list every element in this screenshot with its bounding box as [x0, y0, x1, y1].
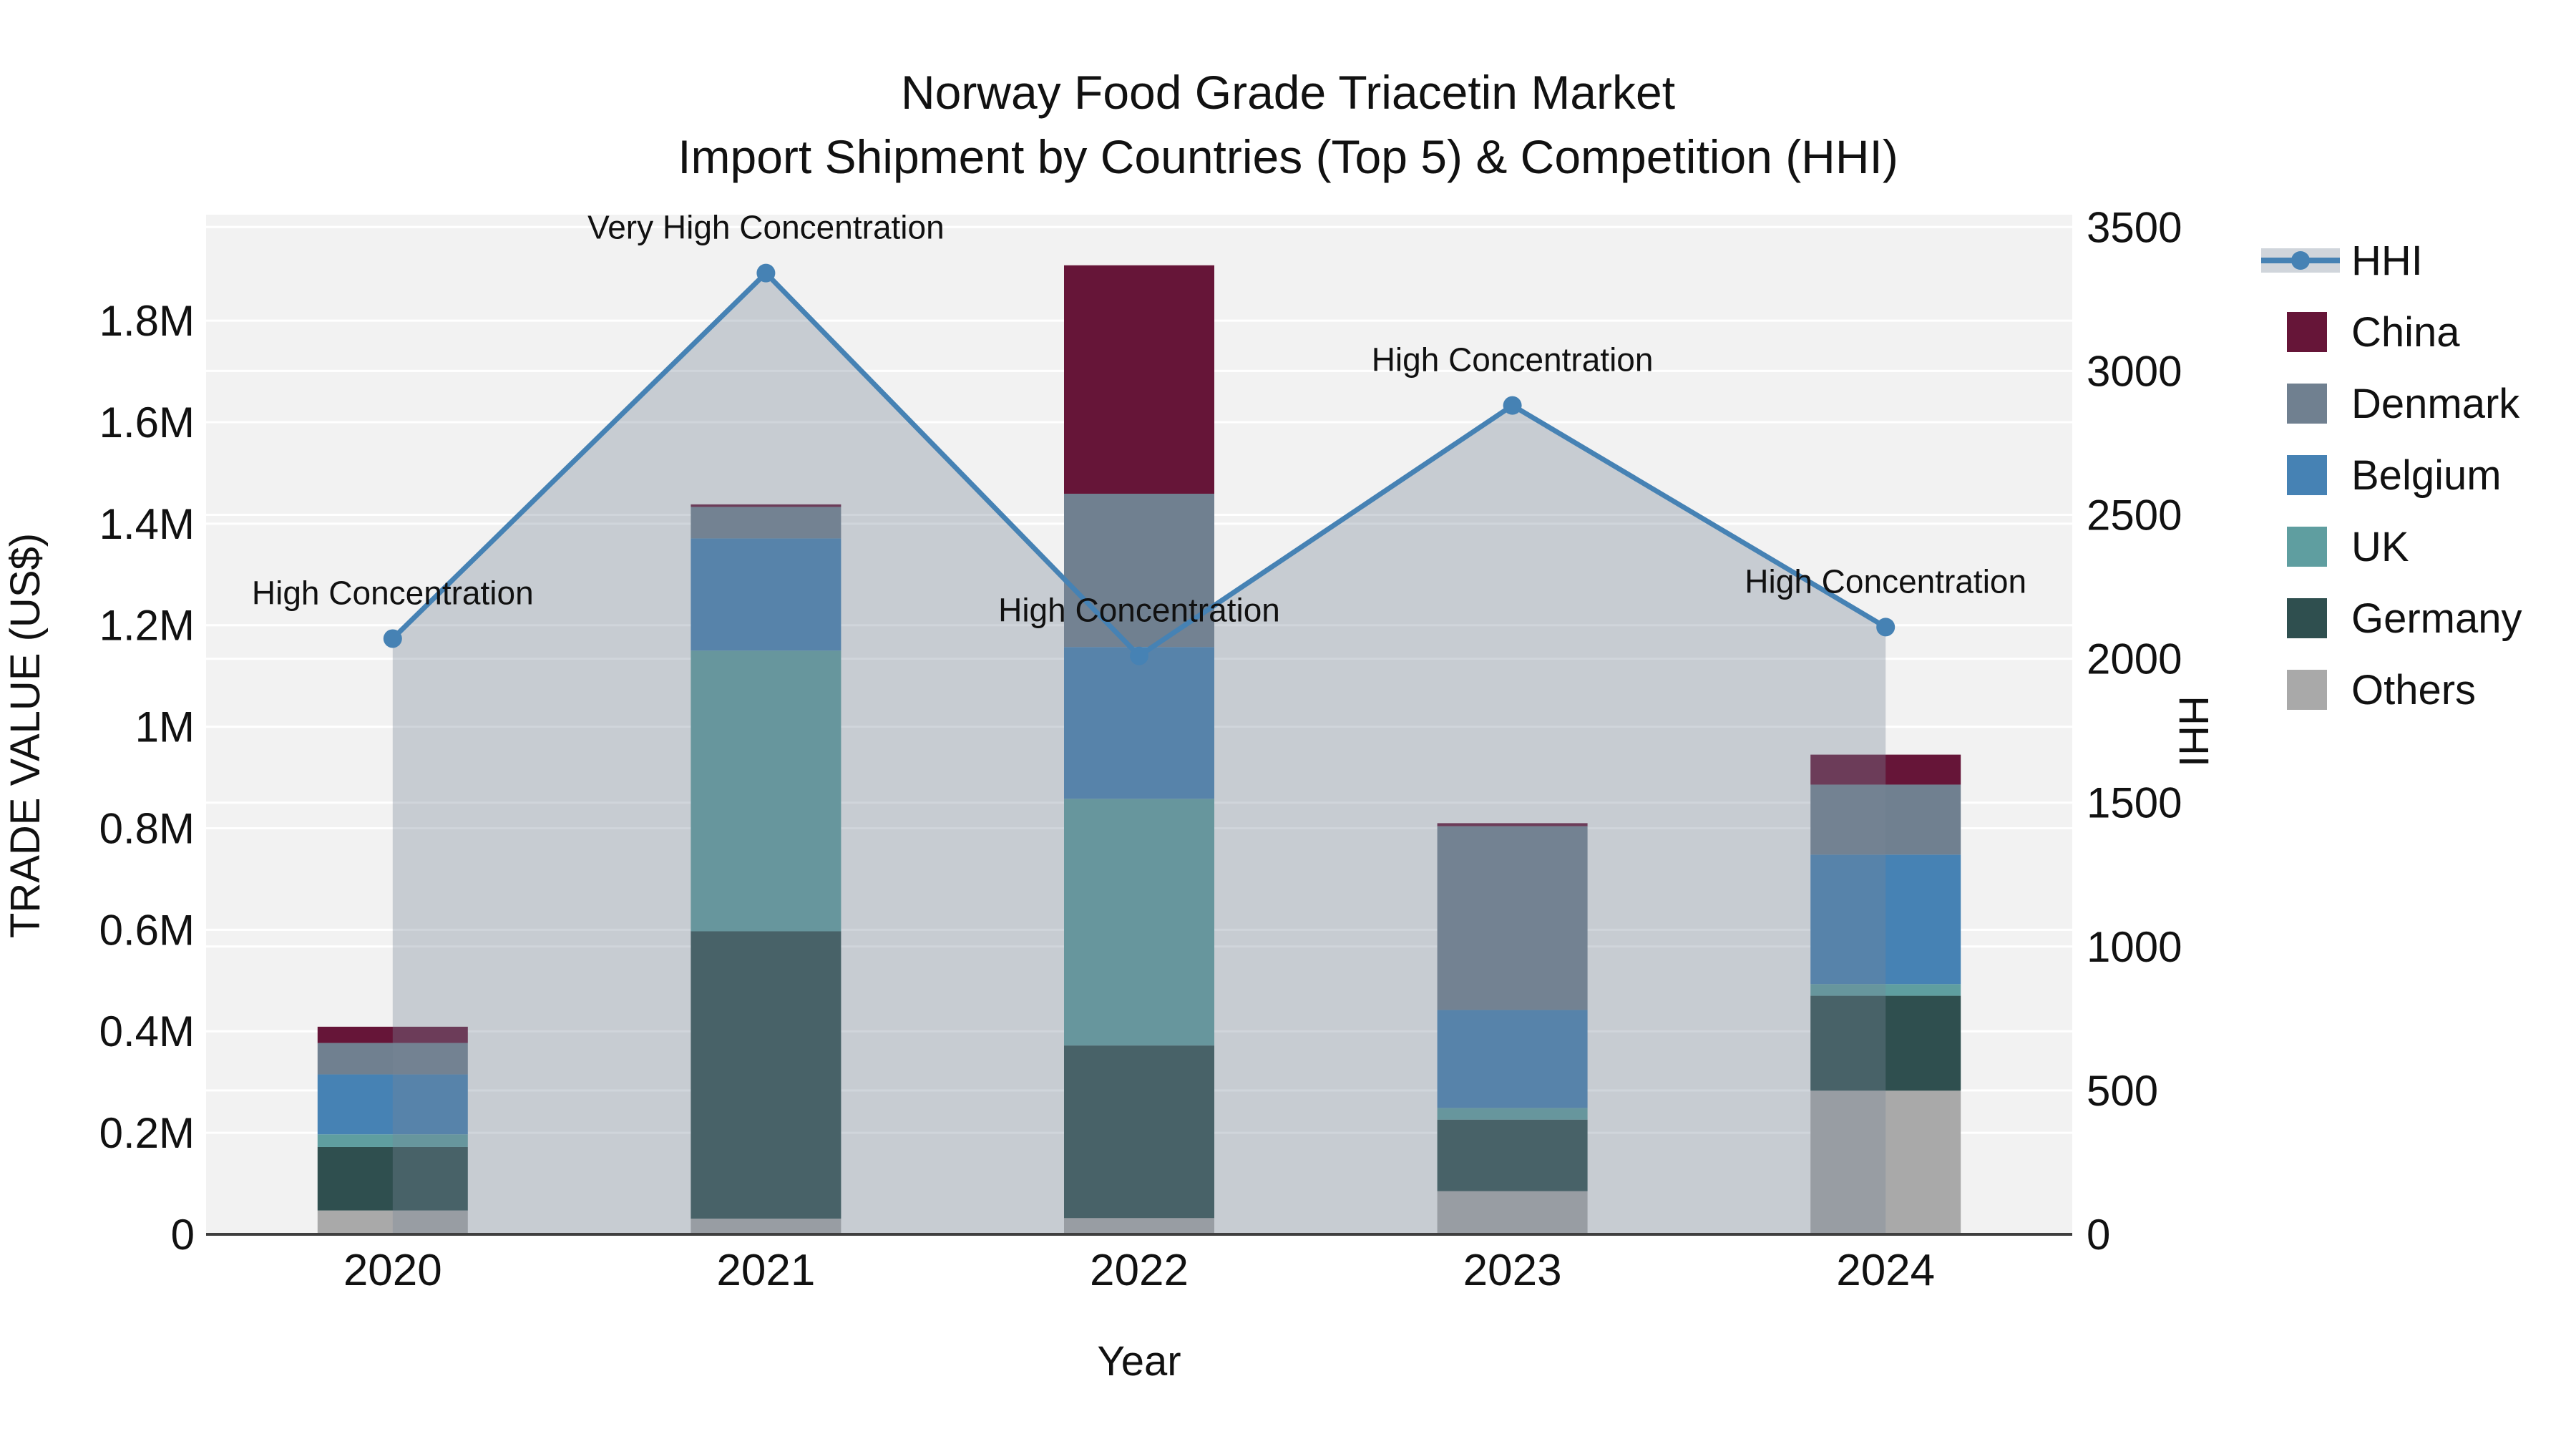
y-axis-left-ticks: 0 0.2M 0.4M 0.6M 0.8M 1M 1.2M 1.4M 1.6M 1.8M — [99, 297, 195, 1259]
bar-segment-others-2020 — [317, 1210, 468, 1234]
hhi-marker-2024 — [1876, 618, 1896, 637]
legend-swatch-belgium — [2287, 455, 2327, 495]
legend-label-china: China — [2351, 309, 2460, 356]
legend-label-uk: UK — [2351, 524, 2409, 570]
bar-segment-uk-2023 — [1437, 1108, 1588, 1120]
annotation-2021: Very High Concentration — [587, 209, 945, 246]
annotation-2024: High Concentration — [1745, 562, 2026, 600]
legend-label-hhi: HHI — [2351, 238, 2423, 284]
y-left-tick-0: 0 — [171, 1211, 195, 1259]
legend-swatch-germany — [2287, 598, 2327, 638]
hhi-line — [383, 263, 1896, 665]
x-tick-2021: 2021 — [716, 1246, 815, 1295]
legend-swatch-uk — [2287, 527, 2327, 567]
bar-segment-uk-2024 — [1810, 984, 1961, 996]
bar-segment-others-2022 — [1064, 1218, 1214, 1234]
legend-label-others: Others — [2351, 667, 2476, 713]
legend-swatch-others — [2287, 670, 2327, 710]
y-right-tick-500: 500 — [2087, 1067, 2158, 1115]
x-tick-2020: 2020 — [343, 1246, 442, 1295]
hhi-marker-2022 — [1130, 646, 1148, 665]
y-right-tick-3000: 3000 — [2087, 347, 2182, 395]
bar-segment-china-2023 — [1437, 823, 1588, 826]
y-axis-right-title: HHI — [2170, 696, 2217, 767]
bar-segment-china-2022 — [1064, 265, 1214, 494]
legend-item-belgium[interactable]: Belgium — [2287, 452, 2502, 499]
legend-hhi-marker — [2291, 251, 2310, 270]
y-right-tick-2000: 2000 — [2087, 635, 2182, 683]
x-tick-2023: 2023 — [1463, 1246, 1562, 1295]
y-right-tick-0: 0 — [2087, 1211, 2110, 1259]
legend-label-denmark: Denmark — [2351, 381, 2520, 427]
y-right-tick-1500: 1500 — [2087, 779, 2182, 827]
y-left-tick-0.4M: 0.4M — [99, 1008, 195, 1055]
bar-segment-germany-2022 — [1064, 1045, 1214, 1219]
bar-segment-denmark-2023 — [1437, 826, 1588, 1010]
bar-segment-germany-2024 — [1810, 995, 1961, 1091]
bar-segment-belgium-2022 — [1064, 647, 1214, 799]
y-left-tick-0.6M: 0.6M — [99, 906, 195, 954]
y-right-tick-2500: 2500 — [2087, 492, 2182, 540]
legend-label-germany: Germany — [2351, 595, 2522, 642]
x-tick-2024: 2024 — [1836, 1246, 1935, 1295]
hhi-area-fill — [392, 273, 1886, 1235]
x-axis-title: Year — [1097, 1338, 1181, 1385]
bar-segment-others-2023 — [1437, 1191, 1588, 1234]
bar-segment-germany-2021 — [691, 931, 841, 1219]
annotation-2023: High Concentration — [1372, 341, 1654, 379]
x-axis-ticks: 2020 2021 2022 2023 2024 — [343, 1246, 1935, 1295]
bar-segment-denmark-2020 — [317, 1043, 468, 1075]
stacked-bars — [317, 265, 1961, 1234]
bar-segment-denmark-2021 — [691, 507, 841, 539]
bar-segment-denmark-2024 — [1810, 784, 1961, 855]
bar-segment-belgium-2023 — [1437, 1010, 1588, 1108]
y-left-tick-1.6M: 1.6M — [99, 399, 195, 447]
legend-item-uk[interactable]: UK — [2287, 524, 2409, 570]
bar-segment-china-2021 — [691, 504, 841, 507]
bar-segment-china-2024 — [1810, 754, 1961, 785]
y-left-tick-1.8M: 1.8M — [99, 297, 195, 345]
y-axis-left-title: TRADE VALUE (US$) — [2, 533, 49, 938]
legend-item-germany[interactable]: Germany — [2287, 595, 2522, 642]
bar-segment-uk-2022 — [1064, 799, 1214, 1046]
hhi-marker-2020 — [383, 629, 402, 648]
annotation-2020: High Concentration — [252, 574, 534, 611]
y-left-tick-1.2M: 1.2M — [99, 602, 195, 650]
bar-segment-belgium-2020 — [317, 1074, 468, 1135]
bar-segment-belgium-2024 — [1810, 854, 1961, 985]
chart-title-line2: Import Shipment by Countries (Top 5) & C… — [678, 130, 1898, 183]
bar-segment-uk-2021 — [691, 650, 841, 932]
y-left-tick-0.8M: 0.8M — [99, 804, 195, 852]
y-left-tick-0.2M: 0.2M — [99, 1109, 195, 1157]
y-left-tick-1M: 1M — [135, 703, 195, 751]
legend-item-denmark[interactable]: Denmark — [2287, 381, 2520, 427]
y-left-tick-1.4M: 1.4M — [99, 500, 195, 548]
bar-segment-others-2024 — [1810, 1091, 1961, 1234]
hhi-marker-2023 — [1503, 396, 1522, 415]
legend-item-china[interactable]: China — [2287, 309, 2460, 356]
legend-label-belgium: Belgium — [2351, 452, 2502, 499]
y-right-tick-3500: 3500 — [2087, 203, 2182, 251]
y-axis-right-ticks: 0 500 1000 1500 2000 2500 3000 3500 — [2087, 203, 2182, 1259]
bar-segment-germany-2023 — [1437, 1119, 1588, 1191]
legend-item-others[interactable]: Others — [2287, 667, 2476, 713]
annotation-2022: High Concentration — [998, 592, 1280, 629]
legend-swatch-denmark — [2287, 384, 2327, 424]
legend-swatch-china — [2287, 312, 2327, 352]
x-tick-2022: 2022 — [1090, 1246, 1189, 1295]
hhi-area-polygon — [392, 273, 1886, 1235]
legend-item-hhi[interactable]: HHI — [2261, 238, 2423, 284]
annotations: High Concentration Very High Concentratio… — [252, 209, 2026, 629]
bar-segment-china-2020 — [317, 1026, 468, 1043]
chart-title-line1: Norway Food Grade Triacetin Market — [901, 66, 1675, 119]
legend: HHI China Denmark Belgium UK Germany Others — [2261, 238, 2522, 713]
bar-segment-others-2021 — [691, 1219, 841, 1234]
bar-segment-uk-2020 — [317, 1134, 468, 1147]
hhi-marker-2021 — [756, 263, 776, 283]
y-right-tick-1000: 1000 — [2087, 923, 2182, 971]
bar-segment-germany-2020 — [317, 1146, 468, 1211]
bar-segment-belgium-2021 — [691, 538, 841, 651]
